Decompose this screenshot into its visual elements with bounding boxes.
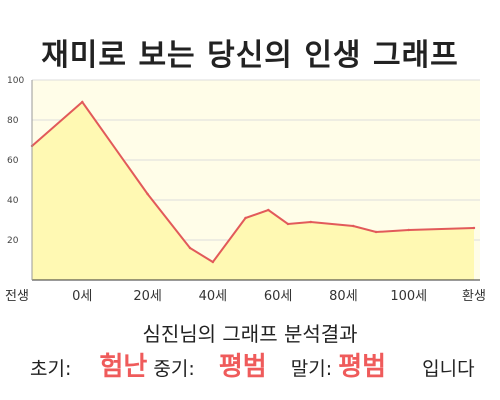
life-point: [352, 224, 355, 228]
y-tick-label: 80: [7, 116, 19, 126]
life-point: [286, 222, 290, 226]
x-tick-label: 환생: [462, 289, 486, 304]
page-title: 재미로 보는 당신의 인생 그래프: [41, 38, 459, 73]
x-tick-labels: 전생 0세 20세 40세 60세 80세 100세 환생: [5, 289, 486, 304]
life-point: [81, 100, 84, 104]
result-suffix: 입니다: [422, 358, 475, 380]
life-point: [146, 192, 149, 196]
life-point: [267, 208, 270, 212]
life-point: [211, 260, 215, 264]
life-point: [244, 216, 247, 220]
life-area-fill: [32, 102, 474, 280]
y-tick-labels: 20 40 60 80 100: [7, 76, 24, 246]
x-tick-label: 80세: [329, 289, 358, 304]
x-tick-label: 100세: [390, 289, 427, 304]
mid-value: 평범: [218, 352, 267, 382]
result-summary: 초기: 험난 중기: 평범 말기: 평범 입니다: [30, 346, 490, 383]
x-tick-label: 0세: [72, 289, 92, 304]
late-label: 말기:: [290, 358, 333, 380]
y-tick-label: 60: [7, 156, 19, 166]
late-value: 평범: [338, 352, 387, 382]
x-tick-label: 20세: [133, 289, 162, 304]
x-tick-label: 60세: [264, 289, 293, 304]
life-point: [309, 220, 312, 224]
mid-label: 중기:: [153, 358, 195, 380]
y-tick-label: 20: [7, 236, 19, 246]
life-point: [472, 226, 476, 230]
early-label: 초기:: [30, 358, 72, 380]
life-point: [374, 230, 378, 234]
y-tick-label: 40: [7, 196, 19, 206]
y-tick-label: 100: [7, 76, 24, 86]
x-tick-label: 40세: [199, 289, 228, 304]
life-point: [407, 228, 410, 232]
life-point: [188, 246, 192, 250]
analysis-title: 심진님의 그래프 분석결과: [142, 322, 358, 346]
x-tick-label: 전생: [5, 289, 29, 304]
early-value: 험난: [99, 352, 148, 382]
